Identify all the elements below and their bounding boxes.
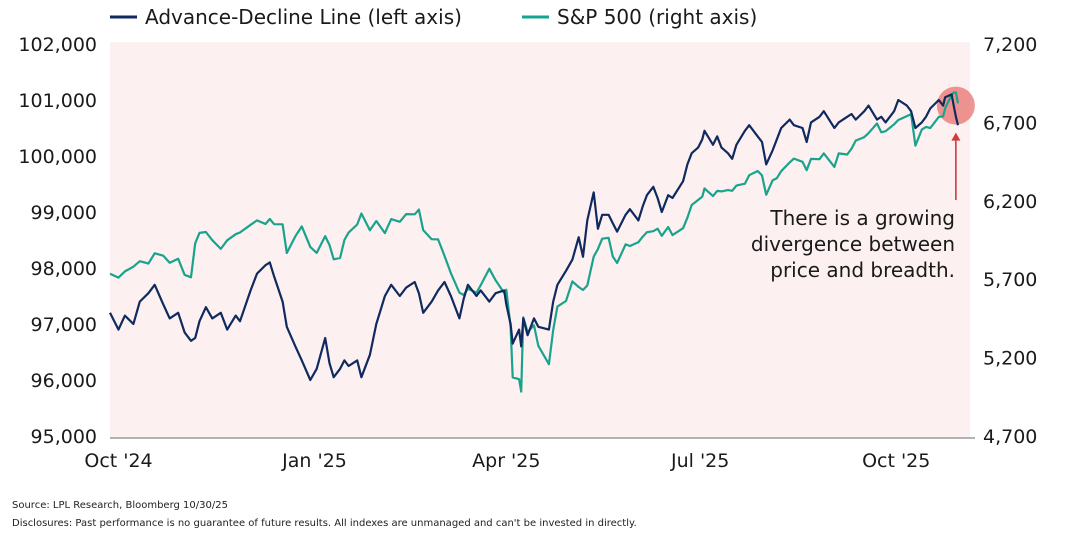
x-axis-tick-label: Oct '25 xyxy=(862,450,930,472)
annotation-arrowhead xyxy=(951,132,961,141)
sp500-series-line xyxy=(109,91,960,393)
x-axis-tick-label: Oct '24 xyxy=(84,450,152,472)
x-axis-ticks: Oct '24 Jan '25 Apr '25 Jul '25 Oct '25 xyxy=(84,450,930,472)
legend-label-sp500: S&P 500 (right axis) xyxy=(557,5,757,29)
right-axis-tick-label: 5,200 xyxy=(983,348,1037,370)
annotation-line-1: There is a growing xyxy=(769,206,955,230)
right-axis-tick-label: 6,700 xyxy=(983,112,1037,134)
left-axis-tick-label: 101,000 xyxy=(18,90,97,112)
annotation-line-2: divergence between xyxy=(751,232,955,256)
left-axis-tick-label: 97,000 xyxy=(31,314,97,336)
annotation-line-3: price and breadth. xyxy=(770,258,955,282)
right-axis-ticks: 7,200 6,700 6,200 5,700 5,200 4,700 xyxy=(983,34,1037,448)
left-axis-tick-label: 96,000 xyxy=(31,370,97,392)
left-axis-ticks: 102,000 101,000 100,000 99,000 98,000 97,000 9… xyxy=(18,34,97,448)
ad-line-series-line xyxy=(109,93,960,382)
right-axis-tick-label: 7,200 xyxy=(983,34,1037,56)
right-axis-tick-label: 5,700 xyxy=(983,269,1037,291)
annotation: There is a growing divergence between pr… xyxy=(751,132,961,282)
x-axis-tick-label: Jul '25 xyxy=(670,450,729,472)
legend: Advance-Decline Line (left axis) S&P 500… xyxy=(110,5,757,29)
footer-disclosure: Disclosures: Past performance is no guar… xyxy=(12,518,637,529)
footer-source: Source: LPL Research, Bloomberg 10/30/25 xyxy=(12,500,228,511)
left-axis-tick-label: 99,000 xyxy=(31,202,97,224)
plot-background xyxy=(110,42,970,438)
left-axis-tick-label: 102,000 xyxy=(18,34,97,56)
x-axis-tick-label: Jan '25 xyxy=(281,450,347,472)
left-axis-tick-label: 98,000 xyxy=(31,258,97,280)
left-axis-tick-label: 100,000 xyxy=(18,146,97,168)
left-axis-tick-label: 95,000 xyxy=(31,426,97,448)
right-axis-tick-label: 4,700 xyxy=(983,426,1037,448)
x-axis-tick-label: Apr '25 xyxy=(472,450,540,472)
right-axis-tick-label: 6,200 xyxy=(983,191,1037,213)
legend-label-ad-line: Advance-Decline Line (left axis) xyxy=(145,5,462,29)
